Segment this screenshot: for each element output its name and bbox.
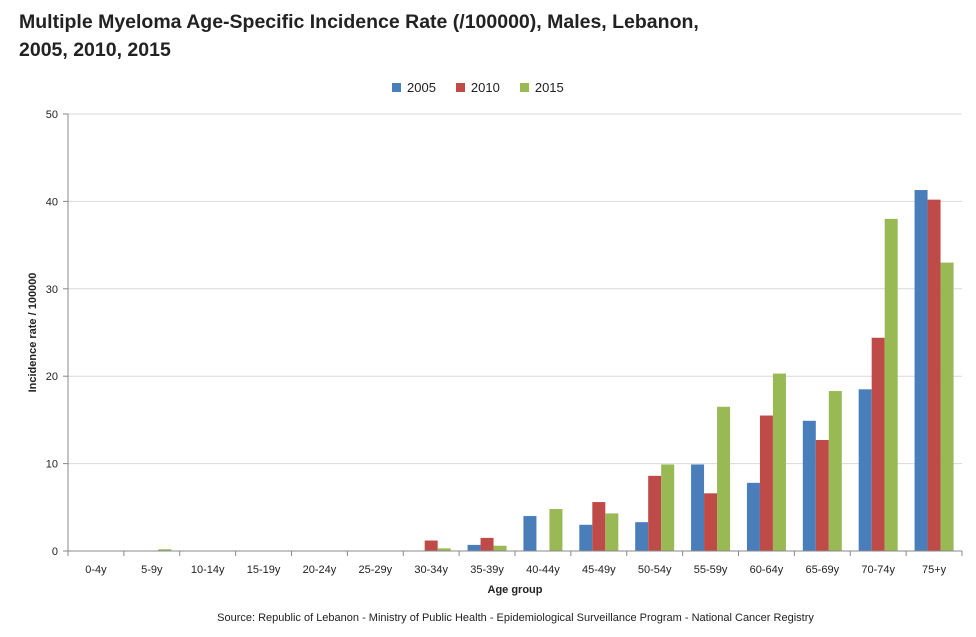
x-tick-label: 25-29y [358, 564, 392, 576]
y-tick-label: 0 [52, 546, 58, 558]
legend-label-2005: 2005 [407, 80, 436, 95]
bar-2015-40-44y [549, 509, 563, 551]
x-tick-label: 60-64y [750, 564, 784, 576]
chart-title: Multiple Myeloma Age-Specific Incidence … [19, 11, 699, 61]
bar-2015-50-54y [661, 464, 675, 551]
legend-label-2015: 2015 [534, 80, 564, 95]
bar-2005-50-54y [635, 522, 649, 551]
bar-2015-5-9y [158, 549, 172, 551]
legend-item-2010: 2010 [455, 80, 500, 95]
bar-2005-35-39y [467, 544, 481, 551]
bar-2005-40-44y [523, 516, 537, 551]
legend-label-2010: 2010 [470, 80, 500, 95]
legend-item-2015: 2015 [519, 80, 564, 95]
bar-2010-45-49y [592, 502, 606, 551]
bar-2010-60-64y [759, 415, 773, 551]
bar-2015-75+y [940, 262, 954, 551]
bar-2010-70-74y [871, 337, 885, 551]
x-axis-label: Age group [488, 584, 543, 596]
source-note: Source: Republic of Lebanon - Ministry o… [217, 612, 814, 624]
bar-2015-70-74y [884, 218, 898, 551]
bar-2005-70-74y [858, 389, 872, 551]
x-tick-label: 40-44y [526, 564, 560, 576]
legend: 2005 2010 2015 [392, 80, 564, 95]
bar-2005-55-59y [691, 464, 705, 551]
y-tick-label: 30 [46, 284, 58, 296]
bar-2010-30-34y [424, 540, 438, 551]
x-tick-label: 75+y [922, 564, 947, 576]
y-axis-ticks: 0 10 20 30 40 50 [46, 109, 68, 558]
bar-2015-45-49y [605, 513, 619, 551]
bar-2015-65-69y [828, 391, 842, 551]
x-tick-label: 35-39y [470, 564, 504, 576]
legend-swatch-2015 [519, 83, 529, 92]
bar-2015-30-34y [437, 548, 451, 551]
bar-2005-45-49y [579, 524, 593, 551]
bar-2010-75+y [927, 199, 941, 552]
bar-2010-35-39y [480, 537, 494, 551]
x-tick-label: 70-74y [861, 564, 895, 576]
legend-swatch-2005 [392, 83, 401, 92]
x-tick-label: 50-54y [638, 564, 672, 576]
bar-2005-75+y [914, 190, 928, 551]
bars [158, 190, 954, 552]
bar-2005-60-64y [746, 482, 760, 551]
x-tick-label: 15-19y [247, 564, 281, 576]
x-tick-label: 20-24y [303, 564, 337, 576]
bar-2010-55-59y [704, 493, 718, 551]
legend-swatch-2010 [455, 83, 465, 92]
y-tick-label: 40 [46, 196, 58, 208]
bar-2010-50-54y [648, 475, 662, 551]
bar-2015-60-64y [772, 373, 786, 551]
x-tick-label: 10-14y [191, 564, 225, 576]
x-tick-label: 65-69y [805, 564, 839, 576]
bar-2015-35-39y [493, 545, 507, 551]
x-tick-label: 30-34y [414, 564, 448, 576]
bar-2015-55-59y [717, 406, 731, 551]
bar-2005-65-69y [802, 420, 816, 551]
legend-item-2005: 2005 [392, 80, 436, 95]
y-tick-label: 50 [46, 109, 58, 121]
x-tick-label: 5-9y [141, 564, 163, 576]
bar-2010-65-69y [815, 440, 829, 551]
x-axis-ticks: 0-4y 5-9y 10-14y 15-19y 20-24y 25-29y 30-34y 35… [67, 551, 963, 576]
y-axis-label: Incidence rate / 100000 [27, 273, 39, 393]
y-tick-label: 20 [46, 371, 58, 383]
x-tick-label: 0-4y [85, 564, 107, 576]
gridlines [68, 113, 962, 465]
x-tick-label: 55-59y [694, 564, 728, 576]
y-tick-label: 10 [46, 459, 58, 471]
x-tick-label: 45-49y [582, 564, 616, 576]
